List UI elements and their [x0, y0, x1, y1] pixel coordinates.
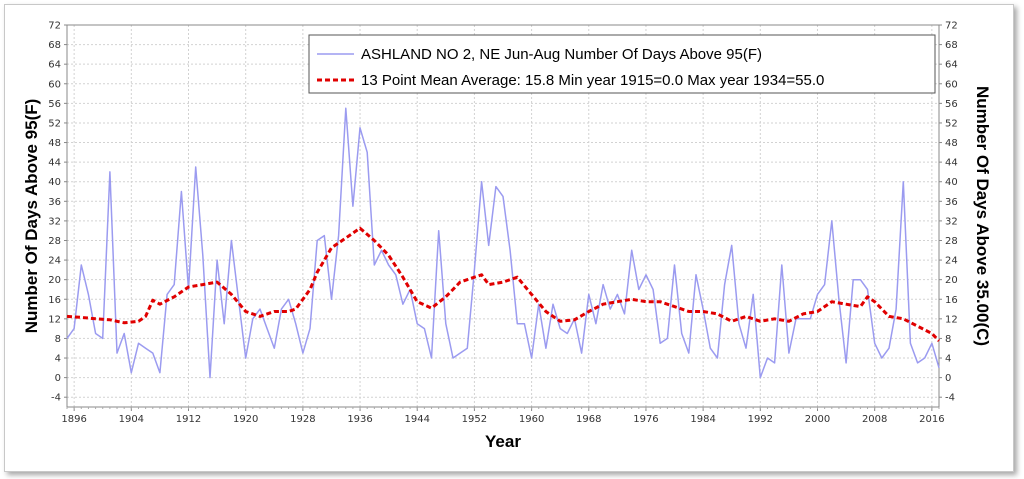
- y-tick-label-right: 8: [945, 334, 951, 345]
- y-tick-label-left: 52: [48, 118, 61, 129]
- x-axis-title: Year: [485, 432, 521, 451]
- x-tick-label: 1944: [405, 414, 430, 425]
- y-tick-label-right: 24: [945, 256, 958, 267]
- y-tick-label-right: 56: [945, 99, 958, 110]
- y-tick-label-left: 4: [55, 354, 61, 365]
- y-tick-label-right: 28: [945, 236, 958, 247]
- y-tick-label-right: 12: [945, 314, 958, 325]
- y-tick-label-left: 28: [48, 236, 61, 247]
- y-tick-label-right: 48: [945, 138, 958, 149]
- y-tick-label-left: 68: [48, 40, 61, 51]
- series-lines: [66, 107, 941, 379]
- y-tick-label-right: 20: [945, 275, 958, 286]
- x-tick-label: 2008: [862, 414, 887, 425]
- y-tick-label-right: 32: [945, 216, 958, 227]
- y-tick-label-right: 16: [945, 295, 958, 306]
- y-tick-label-right: 60: [945, 79, 958, 90]
- y-tick-label-left: 24: [48, 256, 61, 267]
- legend-entry-mean: 13 Point Mean Average: 15.8 Min year 191…: [361, 72, 824, 89]
- legend: ASHLAND NO 2, NE Jun-Aug Number Of Days …: [308, 34, 936, 94]
- x-tick-label: 1896: [61, 414, 86, 425]
- y-tick-label-right: -4: [945, 393, 955, 404]
- y-tick-label-right: 52: [945, 118, 958, 129]
- y-tick-label-left: 32: [48, 216, 61, 227]
- y-tick-label-right: 4: [945, 354, 951, 365]
- y-tick-label-left: 20: [48, 275, 61, 286]
- y-tick-label-left: 16: [48, 295, 61, 306]
- series-line-raw: [66, 107, 940, 379]
- x-tick-label: 1904: [119, 414, 144, 425]
- x-tick-label: 1920: [233, 414, 258, 425]
- x-tick-label: 1992: [748, 414, 773, 425]
- legend-entry-raw: ASHLAND NO 2, NE Jun-Aug Number Of Days …: [361, 46, 762, 63]
- y-tick-label-left: 0: [55, 373, 61, 384]
- x-tick-label: 1968: [576, 414, 601, 425]
- legend-box: [308, 34, 936, 94]
- y-tick-label-left: 56: [48, 99, 61, 110]
- y-tick-label-right: 72: [945, 21, 958, 32]
- x-tick-label: 1960: [519, 414, 544, 425]
- y-tick-label-left: 36: [48, 197, 61, 208]
- y-tick-label-right: 36: [945, 197, 958, 208]
- y-tick-label-left: 60: [48, 79, 61, 90]
- y-tick-label-left: 64: [48, 60, 61, 71]
- x-tick-label: 1928: [290, 414, 315, 425]
- x-tick-label: 1936: [347, 414, 372, 425]
- y-tick-label-left: 72: [48, 21, 61, 32]
- x-tick-label: 1976: [633, 414, 658, 425]
- x-tick-label: 1984: [690, 414, 715, 425]
- y-tick-label-left: 8: [55, 334, 61, 345]
- y-tick-label-left: -4: [51, 393, 61, 404]
- series-line-mean: [66, 226, 941, 342]
- chart-frame: -4 -4 0 0 4 4 8 8 12 12 16 16 20 20 24 24 28 28 32 32 36 36 40…: [4, 4, 1014, 472]
- y-tick-label-left: 44: [48, 158, 61, 169]
- y-tick-label-right: 0: [945, 373, 951, 384]
- y-axis-title-right: Number Of Days Above 35.00(C): [973, 86, 992, 346]
- y-axis-title-left: Number Of Days Above 95(F): [22, 99, 41, 334]
- y-tick-label-right: 40: [945, 177, 958, 188]
- y-tick-label-left: 12: [48, 314, 61, 325]
- y-tick-label-right: 64: [945, 60, 958, 71]
- y-tick-label-right: 68: [945, 40, 958, 51]
- x-tick-label: 2000: [805, 414, 830, 425]
- x-tick-label: 2016: [919, 414, 944, 425]
- x-tick-label: 1952: [462, 414, 487, 425]
- y-tick-label-left: 48: [48, 138, 61, 149]
- y-tick-label-left: 40: [48, 177, 61, 188]
- x-tick-label: 1912: [176, 414, 201, 425]
- y-tick-label-right: 44: [945, 158, 958, 169]
